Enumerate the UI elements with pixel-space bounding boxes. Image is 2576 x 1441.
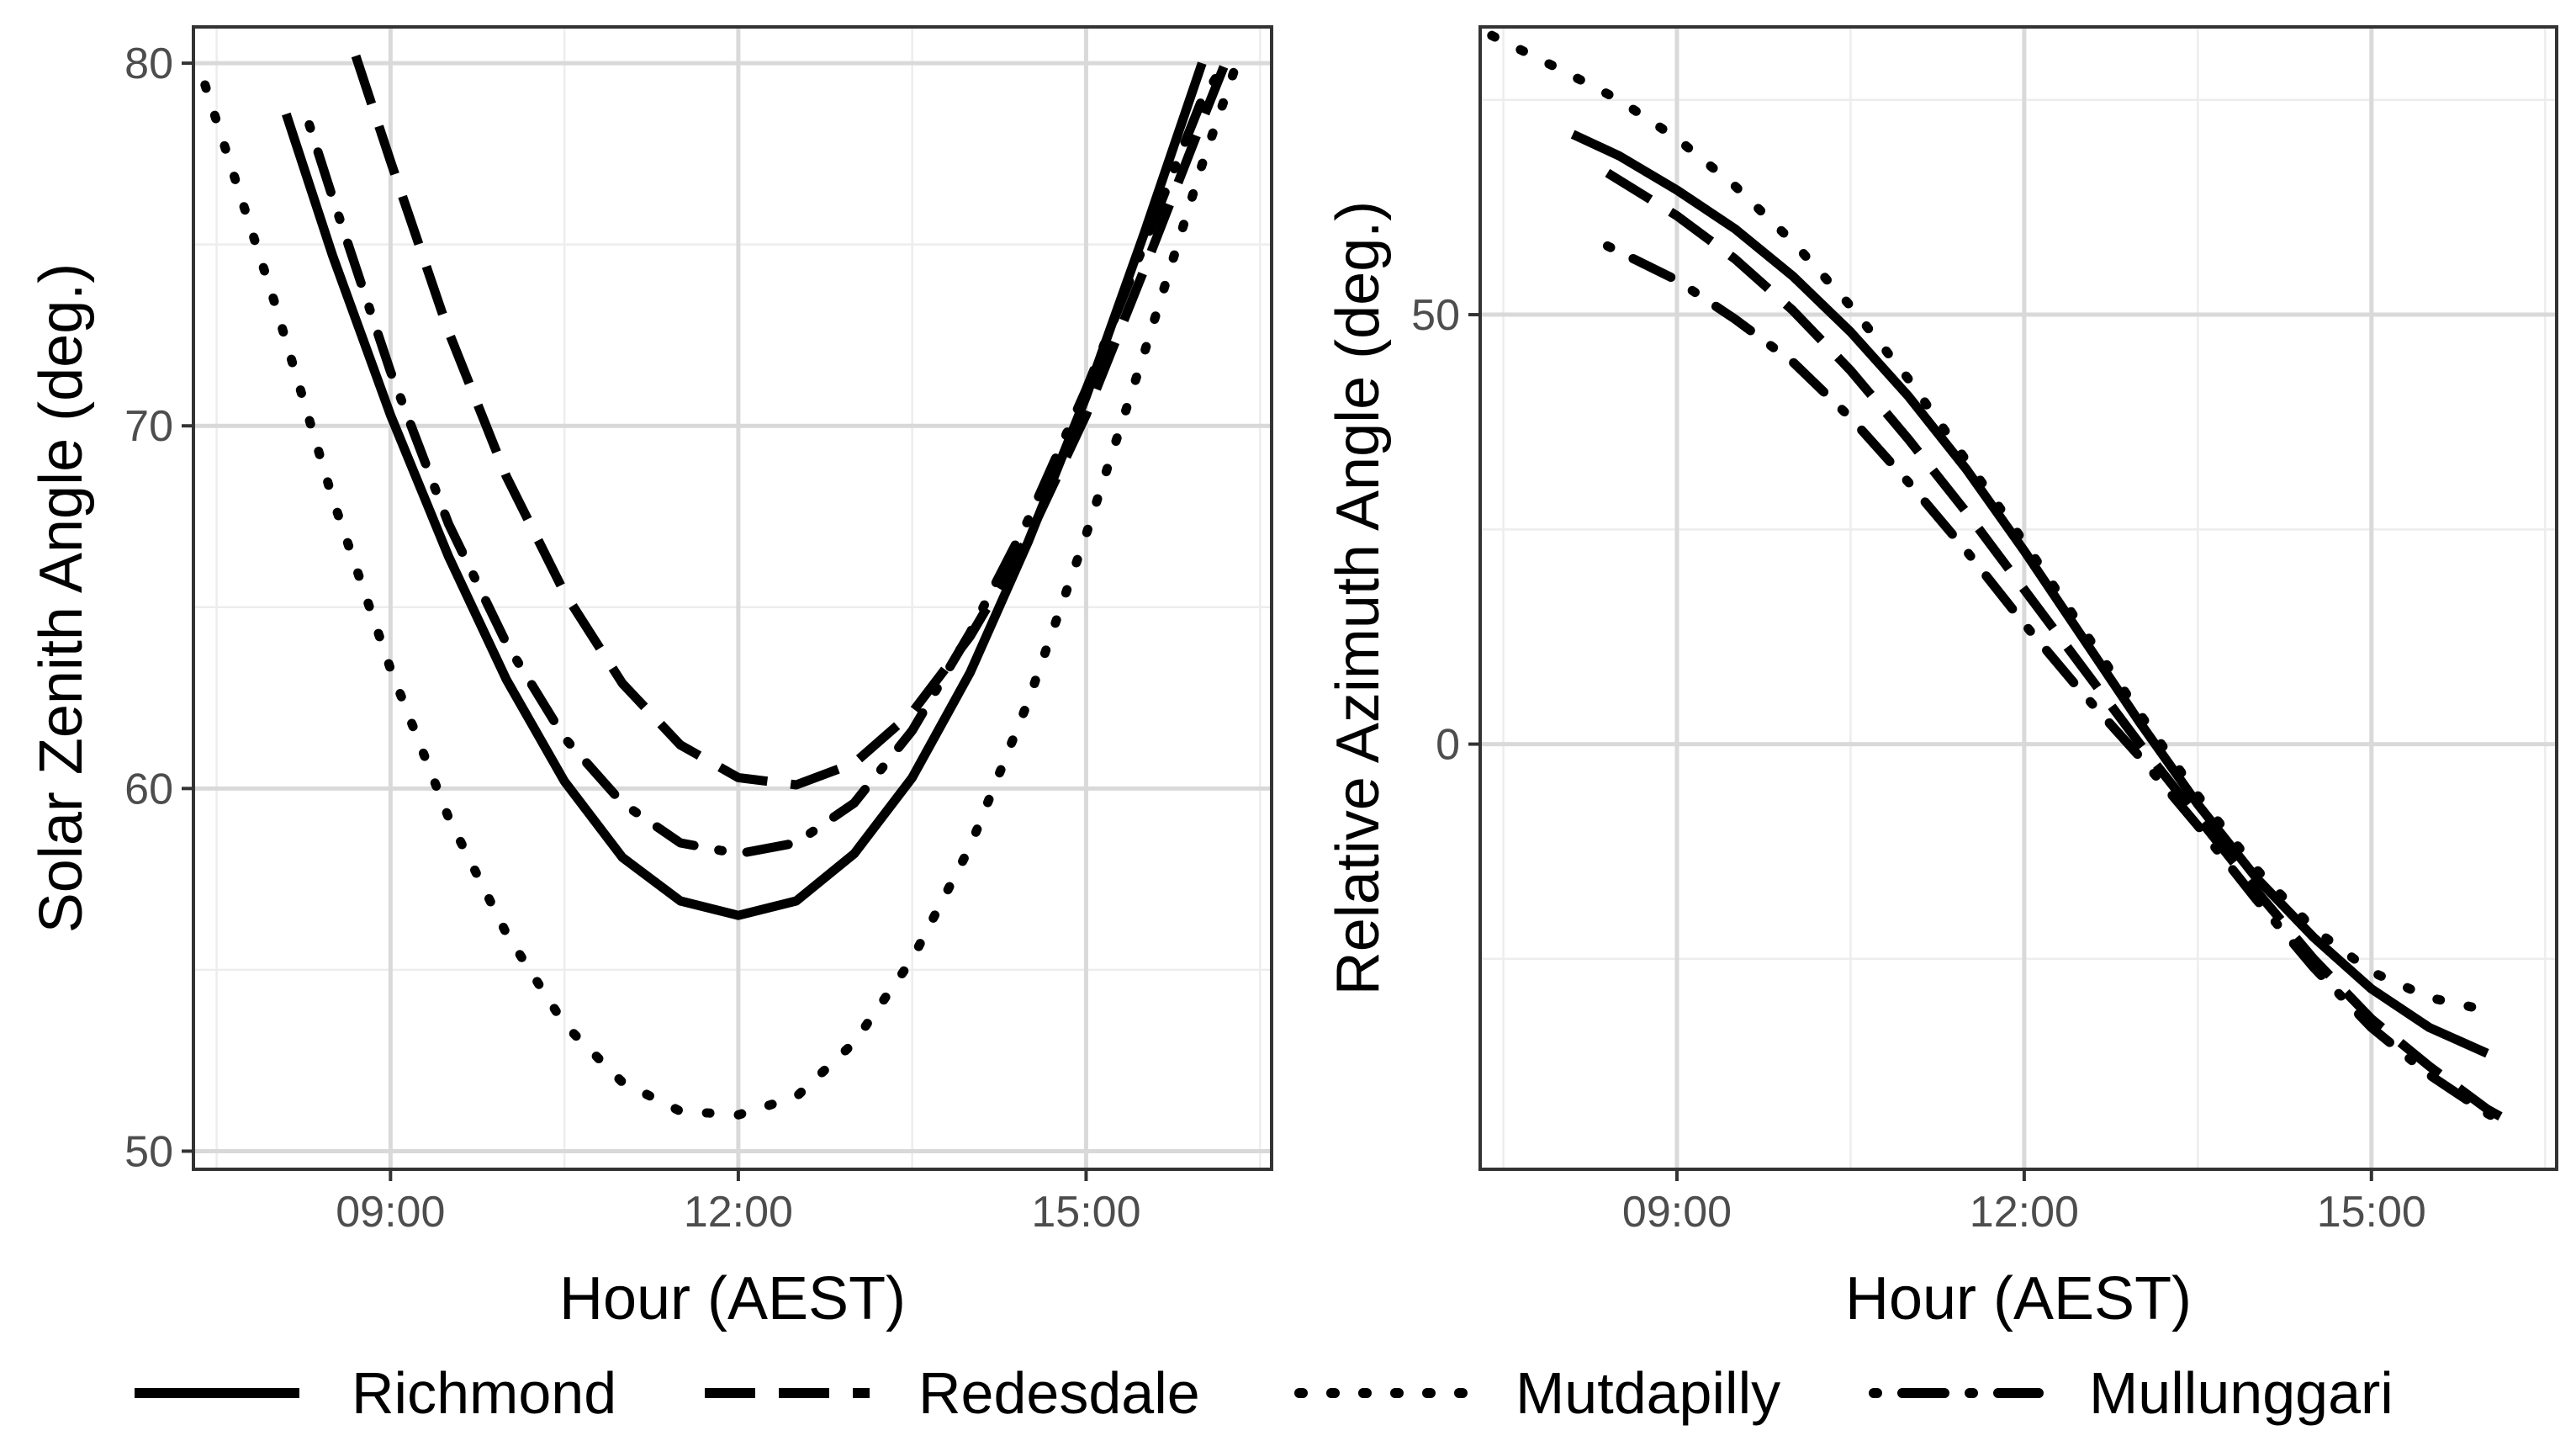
legend-entry-richmond: Richmond bbox=[135, 1360, 616, 1426]
azimuth-x-tick-label-2: 15:00 bbox=[2317, 1188, 2426, 1237]
zenith-x-tick-label-1: 12:00 bbox=[684, 1188, 793, 1237]
azimuth-ticks: 09:00 12:00 15:00 0 50 bbox=[1411, 291, 2426, 1237]
legend: Richmond Redesdale Mutdapilly Mullunggar… bbox=[135, 1360, 2394, 1426]
azimuth-series-mullunggari bbox=[1602, 241, 2515, 1131]
zenith-x-tick-label-0: 09:00 bbox=[336, 1188, 445, 1237]
legend-label-mutdapilly: Mutdapilly bbox=[1515, 1360, 1780, 1426]
zenith-series-mutdapilly bbox=[200, 58, 1242, 1120]
zenith-y-tick-label-2: 70 bbox=[124, 402, 173, 451]
azimuth-panel: 09:00 12:00 15:00 0 50 Hour (AEST) Relative … bbox=[1325, 25, 2558, 1332]
legend-entry-mullunggari: Mullunggari bbox=[1869, 1360, 2394, 1426]
zenith-ticks: 09:00 12:00 15:00 50 60 70 80 bbox=[124, 40, 1140, 1237]
legend-entry-redesdale: Redesdale bbox=[705, 1360, 1200, 1426]
azimuth-series-redesdale bbox=[1605, 168, 2513, 1126]
zenith-series-mullunggari bbox=[304, 58, 1230, 859]
zenith-y-axis-title: Solar Zenith Angle (deg.) bbox=[28, 263, 95, 933]
azimuth-y-tick-label-1: 50 bbox=[1411, 291, 1460, 340]
zenith-grid bbox=[193, 27, 1272, 1169]
zenith-series-redesdale bbox=[351, 54, 1230, 790]
zenith-panel-border bbox=[192, 25, 1273, 1171]
zenith-panel: 09:00 12:00 15:00 50 60 70 80 Hour (AEST) Sola… bbox=[28, 25, 1273, 1332]
azimuth-panel-border bbox=[1478, 25, 2558, 1171]
zenith-x-axis-title: Hour (AEST) bbox=[559, 1265, 906, 1332]
azimuth-series-richmond bbox=[1570, 130, 2489, 1058]
zenith-y-tick-label-3: 80 bbox=[124, 40, 173, 88]
legend-entry-mutdapilly: Mutdapilly bbox=[1294, 1360, 1780, 1426]
legend-label-mullunggari: Mullunggari bbox=[2089, 1360, 2394, 1426]
legend-label-redesdale: Redesdale bbox=[918, 1360, 1200, 1426]
azimuth-y-tick-label-0: 0 bbox=[1436, 721, 1460, 770]
legend-label-richmond: Richmond bbox=[352, 1360, 616, 1426]
zenith-y-tick-label-1: 60 bbox=[124, 765, 173, 813]
zenith-y-tick-label-0: 50 bbox=[124, 1127, 173, 1176]
azimuth-x-tick-label-1: 12:00 bbox=[1970, 1188, 2079, 1237]
zenith-series-group bbox=[200, 54, 1242, 1120]
azimuth-series-mutdapilly bbox=[1487, 30, 2492, 1015]
azimuth-series-group bbox=[1487, 30, 2515, 1131]
azimuth-x-tick-label-0: 09:00 bbox=[1622, 1188, 1732, 1237]
zenith-x-tick-label-2: 15:00 bbox=[1031, 1188, 1140, 1237]
azimuth-x-axis-title: Hour (AEST) bbox=[1845, 1265, 2192, 1332]
azimuth-y-axis-title: Relative Azimuth Angle (deg.) bbox=[1325, 201, 1392, 996]
